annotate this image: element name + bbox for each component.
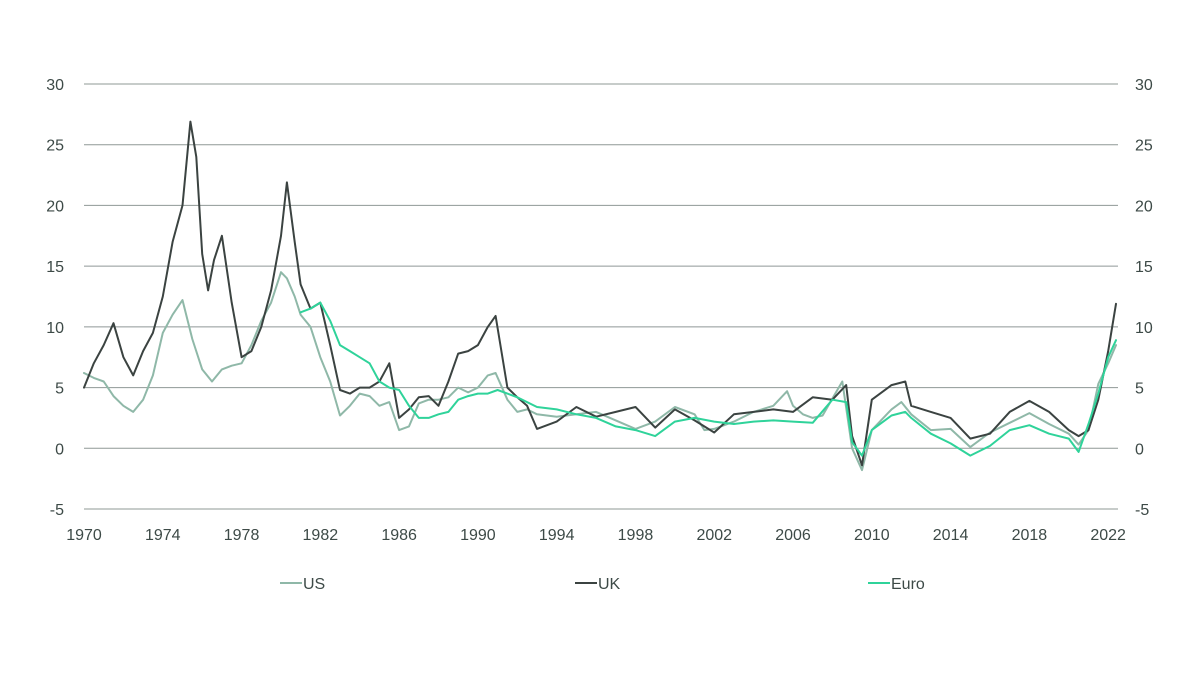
x-tick-label: 2002 — [696, 527, 732, 544]
x-tick-label: 1978 — [224, 527, 260, 544]
y-tick-left-label: 0 — [55, 441, 64, 458]
y-tick-left-label: 5 — [55, 381, 64, 398]
y-tick-right-label: 0 — [1135, 441, 1144, 458]
y-tick-right-label: 30 — [1135, 77, 1153, 94]
x-axis: 1970 1974 1978 1982 1986 1990 1994 1998 2002 2006… — [66, 527, 1126, 544]
x-tick-label: 1986 — [381, 527, 417, 544]
x-tick-label: 2018 — [1012, 527, 1048, 544]
y-tick-right-label: 25 — [1135, 138, 1153, 155]
legend-label-euro: Euro — [891, 576, 925, 593]
x-tick-label: 2010 — [854, 527, 890, 544]
series-lines — [83, 120, 1117, 472]
legend-label-uk: UK — [598, 576, 621, 593]
y-tick-left-label: -5 — [50, 502, 64, 519]
y-tick-left-label: 15 — [46, 259, 64, 276]
x-tick-label: 2022 — [1090, 527, 1126, 544]
y-tick-left-label: 25 — [46, 138, 64, 155]
y-tick-left-label: 30 — [46, 77, 64, 94]
y-tick-left-label: 20 — [46, 198, 64, 215]
y-axis-left: 30 25 20 15 10 5 0 -5 — [46, 77, 64, 519]
y-tick-left-label: 10 — [46, 320, 64, 337]
x-tick-label: 1990 — [460, 527, 496, 544]
y-tick-right-label: 5 — [1135, 381, 1144, 398]
x-tick-label: 1998 — [618, 527, 654, 544]
y-tick-right-label: -5 — [1135, 502, 1149, 519]
series-line-us — [83, 271, 1117, 472]
series-line-euro — [299, 301, 1117, 457]
x-tick-label: 1994 — [539, 527, 575, 544]
y-tick-right-label: 10 — [1135, 320, 1153, 337]
x-tick-label: 2006 — [775, 527, 811, 544]
y-axis-right: 30 25 20 15 10 5 0 -5 — [1135, 77, 1153, 519]
x-tick-label: 2014 — [933, 527, 969, 544]
legend: US UK Euro — [280, 576, 925, 593]
series-line-uk — [83, 120, 1117, 467]
x-tick-label: 1982 — [303, 527, 339, 544]
y-tick-right-label: 20 — [1135, 198, 1153, 215]
legend-label-us: US — [303, 576, 325, 593]
x-tick-label: 1970 — [66, 527, 102, 544]
y-tick-right-label: 15 — [1135, 259, 1153, 276]
x-tick-label: 1974 — [145, 527, 181, 544]
grid-lines — [84, 83, 1118, 510]
